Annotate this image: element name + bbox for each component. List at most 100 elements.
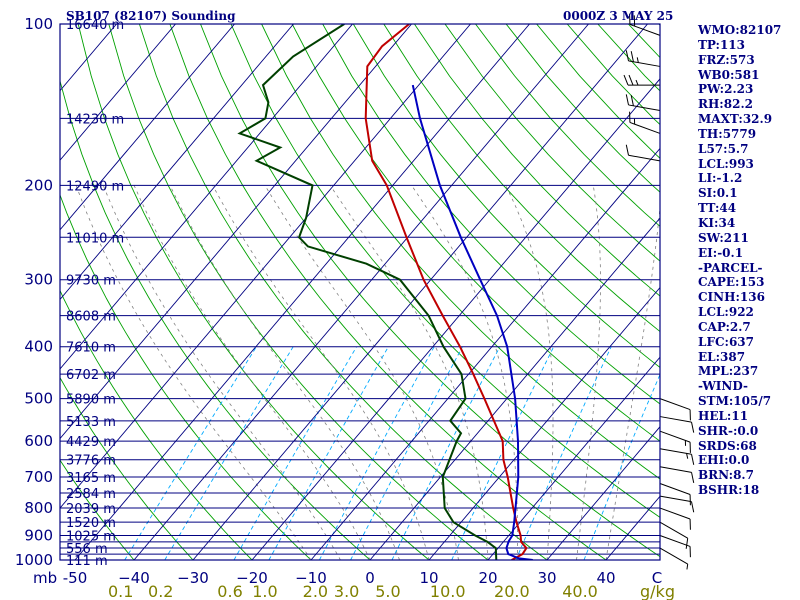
isotherm-line	[60, 24, 294, 301]
temperature-tick-label: 0	[365, 569, 375, 587]
sounding-indices-panel: WMO:82107 TP:113 FRZ:573 WB0:581 PW:2.23 RH:8…	[698, 23, 781, 498]
wind-barb-half-flag	[636, 57, 639, 63]
isotherm-line	[251, 78, 660, 560]
moist-adiabat-line	[264, 185, 459, 560]
index-item: TH:5779	[698, 126, 757, 141]
isotherm-line	[133, 24, 589, 560]
wind-barb-staff	[659, 430, 691, 443]
height-label: 556 m	[66, 542, 108, 557]
height-label: 2584 m	[66, 487, 116, 502]
height-label: 1520 m	[66, 516, 116, 531]
mixing-ratio-line	[391, 346, 501, 560]
wind-barb-staff	[659, 507, 691, 520]
height-label: 9730 m	[66, 274, 116, 289]
temperature-tick-label: 30	[537, 569, 556, 587]
index-item: WMO:82107	[698, 23, 782, 37]
index-item: CINH:136	[698, 290, 765, 305]
temperature-tick-label: 20	[478, 569, 497, 587]
wind-barb-half-flag	[686, 563, 689, 570]
height-label: 11010 m	[66, 231, 124, 246]
mixing-ratio-label: 0.6	[217, 582, 242, 600]
isotherm-line	[310, 147, 660, 560]
mixing-ratio-line	[319, 346, 435, 560]
index-item: -WIND-	[698, 379, 748, 394]
isotherm-line	[487, 356, 660, 560]
index-item: SRDS:68	[698, 438, 757, 453]
wind-barbs	[623, 13, 695, 570]
wind-barb-staff	[659, 547, 688, 565]
wind-barb	[659, 521, 689, 549]
height-label: 14230 m	[66, 112, 124, 127]
isotherm-line	[60, 24, 471, 509]
pressure-label: 200	[24, 176, 53, 194]
height-label: 7610 m	[66, 341, 116, 356]
pressure-unit-label: mb	[33, 569, 57, 587]
isotherms	[60, 24, 660, 560]
mixing-ratio-label: 40.0	[562, 582, 598, 600]
index-item: SW:211	[698, 230, 749, 245]
wind-barb-staff	[659, 448, 692, 455]
wind-barb-flag	[628, 74, 634, 86]
moist-adiabats	[75, 185, 660, 560]
mixing-ratio-line	[350, 346, 463, 560]
wind-barb-flag	[691, 454, 695, 465]
pressure-label: 500	[24, 390, 53, 408]
wind-barb	[625, 94, 661, 111]
wind-barb-flag	[685, 538, 689, 549]
index-item: LCL:993	[698, 156, 754, 171]
index-item: BRN:8.7	[698, 468, 754, 483]
temperature-unit-label: C	[652, 569, 662, 587]
index-item: SI:0.1	[698, 186, 738, 201]
isotherm-line	[428, 286, 660, 560]
mixing-ratio-label: 20.0	[494, 582, 530, 600]
dry-adiabat-line	[200, 24, 660, 558]
index-item: MPL:237	[698, 364, 759, 379]
height-label: 3165 m	[66, 471, 116, 486]
height-label: 5890 m	[66, 393, 116, 408]
dry-adiabats	[60, 24, 660, 560]
wind-barb-flag	[630, 95, 634, 106]
wind-barb	[659, 466, 695, 483]
index-item: LCL:922	[698, 305, 754, 320]
pressure-label: 1000	[15, 551, 53, 569]
temperature-tick-label: -50	[63, 569, 88, 587]
valid-time: 0000Z 3 MAY 25	[563, 9, 674, 23]
pressure-label: 900	[24, 526, 53, 544]
height-label: 3776 m	[66, 454, 116, 469]
mixing-ratio-label: 10.0	[430, 582, 466, 600]
mixing-ratio-line	[124, 346, 257, 560]
temperature-profile	[364, 24, 528, 560]
mixing-ratio-label: 2.0	[303, 582, 328, 600]
height-label: 111 m	[66, 554, 108, 569]
index-item: CAPE:153	[698, 275, 765, 290]
wind-barb-flag	[630, 51, 634, 62]
wind-barb-staff	[659, 483, 691, 495]
wind-barb-flag	[691, 501, 695, 513]
wind-barb-half-flag	[635, 79, 639, 86]
wind-barb-staff	[629, 121, 661, 134]
index-item: BSHR:18	[698, 483, 760, 498]
isotherm-line	[192, 24, 648, 560]
mixing-ratio-label: 5.0	[375, 582, 400, 600]
wind-barb-flag	[625, 144, 629, 156]
wind-barb	[659, 430, 691, 453]
index-item: LI:-1.2	[698, 171, 743, 186]
isotherm-line	[74, 24, 530, 560]
mixing-ratio-label: 1.0	[252, 582, 277, 600]
index-item: L57:5.7	[698, 141, 749, 156]
height-label: 12490 m	[66, 179, 124, 194]
wind-barb	[659, 535, 691, 558]
wind-barb	[623, 74, 660, 86]
wind-barb-staff	[628, 104, 661, 111]
wind-barb-flag	[691, 472, 695, 483]
temperature-tick-label: −10	[295, 569, 327, 587]
moist-adiabat-line	[576, 185, 601, 560]
temperature-tick-label: 10	[419, 569, 438, 587]
mixing-ratio-line	[515, 346, 612, 560]
wind-barb-flag	[691, 422, 695, 433]
wind-barb	[659, 495, 695, 513]
wind-barb	[659, 448, 695, 465]
dewpoint-profile	[237, 24, 498, 560]
pressure-label: 800	[24, 499, 53, 517]
